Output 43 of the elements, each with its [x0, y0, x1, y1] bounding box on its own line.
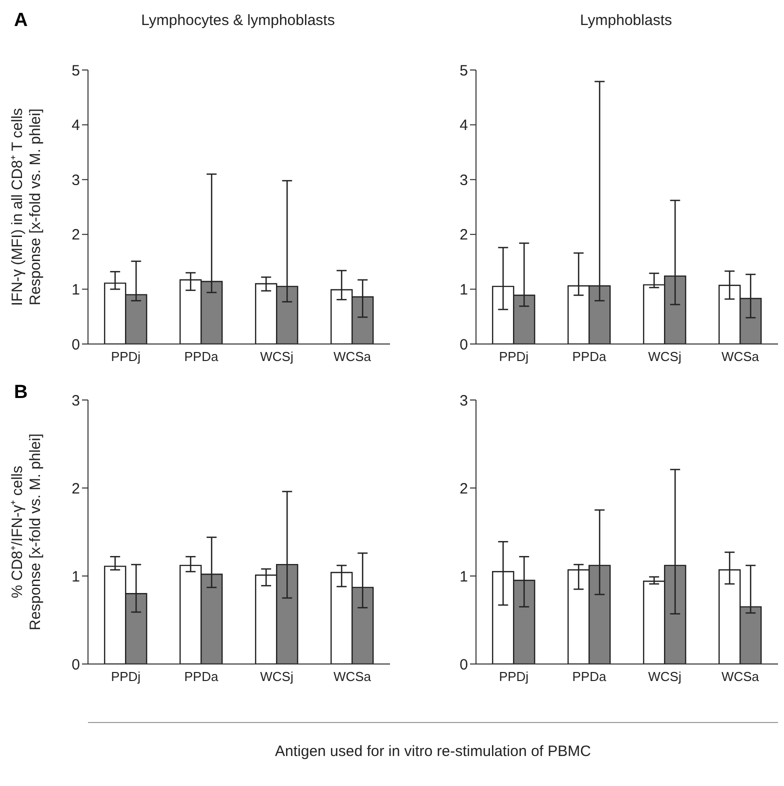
y-axis-title: % CD8⁺/IFN-γ⁺ cells Response [x-fold vs. M. phlei]: [9, 434, 44, 630]
x-tick-label: WCSj: [260, 349, 294, 364]
x-tick-label: WCSj: [648, 349, 682, 364]
x-tick-label: WCSa: [721, 349, 760, 364]
x-tick-label: PPDj: [498, 669, 529, 684]
x-tick-label: PPDa: [184, 669, 219, 684]
y-tick-label: 4: [460, 117, 468, 134]
chart-title: Lymphoblasts: [579, 12, 673, 29]
text: B: [14, 382, 28, 404]
y-tick-label: 2: [72, 480, 80, 498]
y-tick-label: 1: [72, 568, 80, 586]
y-tick-label: 2: [460, 480, 468, 498]
x-tick-label: PPDa: [572, 669, 607, 684]
x-tick-label: WCSa: [333, 669, 372, 684]
x-tick-label: WCSj: [648, 669, 682, 684]
y-axis-title: IFN-γ (MFI) in all CD8⁺ T cells Response [x-fold vs. M. phlei]: [9, 108, 44, 306]
x-axis-title: Antigen used for in vitro re-stimulation of PBMC: [274, 743, 592, 760]
y-tick-label: 5: [72, 62, 80, 80]
y-tick-label: 3: [72, 392, 80, 410]
y-tick-label: 3: [460, 392, 468, 410]
chart-title: Lymphocytes & lymphoblasts: [140, 12, 336, 29]
y-tick-label: 2: [72, 226, 80, 244]
y-tick-label: 1: [460, 568, 468, 586]
y-tick-label: 1: [72, 282, 80, 299]
y-tick-label: 3: [460, 172, 468, 189]
x-tick-label: PPDa: [184, 349, 219, 364]
y-tick-label: 0: [460, 336, 468, 354]
y-tick-label: 4: [72, 117, 80, 134]
x-tick-label: PPDj: [110, 349, 141, 364]
y-tick-label: 0: [460, 656, 468, 674]
y-tick-label: 0: [72, 656, 80, 674]
x-tick-label: WCSa: [333, 349, 372, 364]
x-tick-label: WCSa: [721, 669, 760, 684]
y-tick-label: 2: [460, 226, 468, 244]
y-tick-label: 0: [72, 336, 80, 354]
text: A: [14, 10, 28, 32]
x-tick-label: PPDa: [572, 349, 607, 364]
x-tick-label: PPDj: [498, 349, 529, 364]
y-tick-label: 1: [460, 282, 468, 299]
x-tick-label: WCSj: [260, 669, 294, 684]
y-tick-label: 5: [460, 62, 468, 80]
x-tick-label: PPDj: [110, 669, 141, 684]
y-tick-label: 3: [72, 172, 80, 189]
